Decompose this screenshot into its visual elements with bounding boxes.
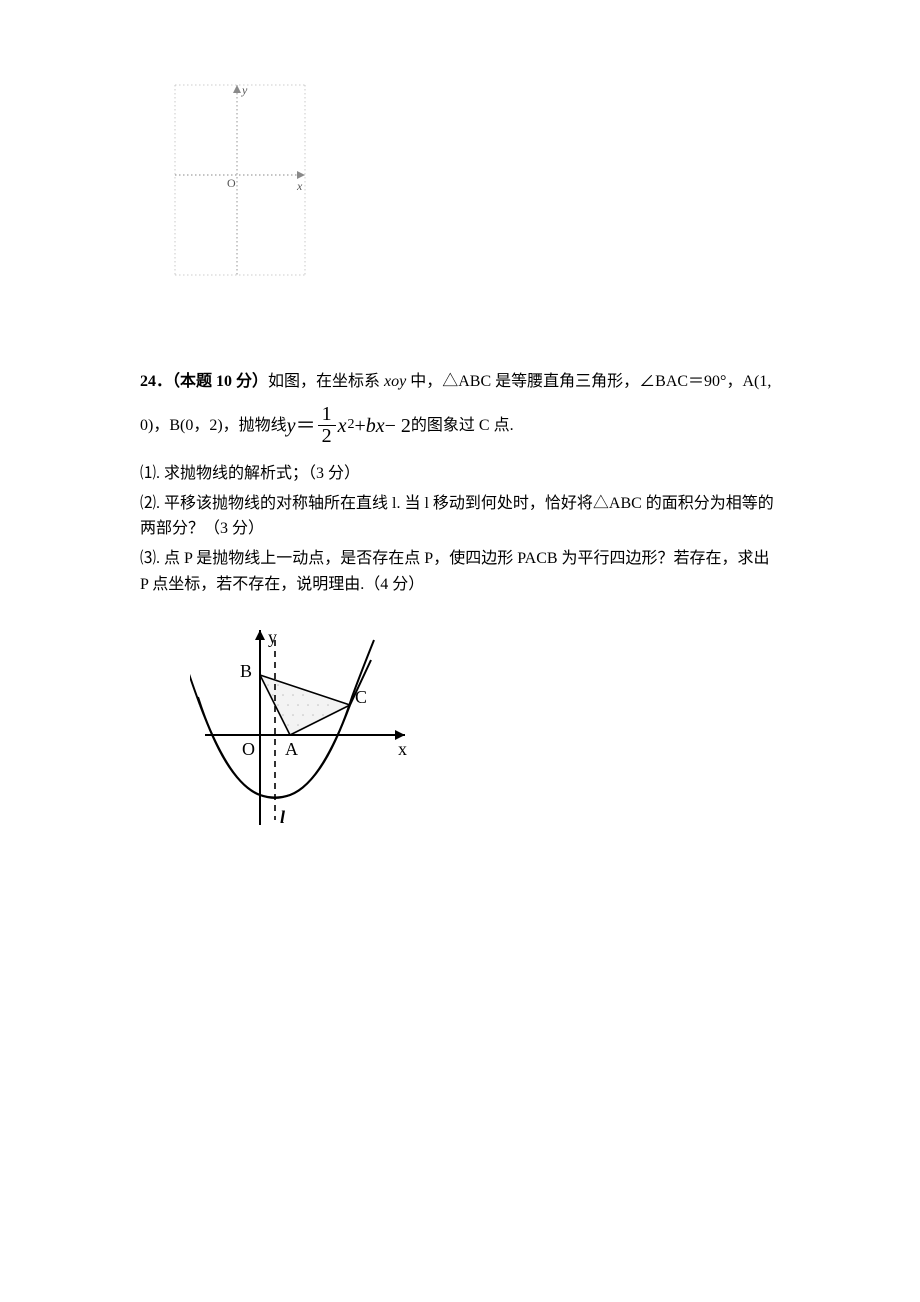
subpart-1: ⑴. 求抛物线的解析式；（3 分） <box>140 461 780 487</box>
point-a-label: A <box>285 739 298 759</box>
origin-label-big: O <box>242 739 255 759</box>
xoy-text: xoy <box>384 373 406 390</box>
problem-points: （本题 10 分） <box>172 373 268 390</box>
subpart-2: ⑵. 平移该抛物线的对称轴所在直线 l. 当 l 移动到何处时，恰好将△ABC … <box>140 491 780 542</box>
subpart-3: ⑶. 点 P 是抛物线上一动点，是否存在点 P，使四边形 PACB 为平行四边形… <box>140 546 780 597</box>
figure-coordinate-small: O x y <box>165 80 780 289</box>
frac-num: 1 <box>318 404 336 425</box>
eq-plus: + <box>354 410 365 442</box>
eq-x-exp: 2 <box>347 414 354 436</box>
fraction-half: 1 2 <box>318 404 336 447</box>
y-axis-label-small: y <box>241 83 248 97</box>
line2-b: 的图象过 C 点. <box>411 413 514 439</box>
subparts: ⑴. 求抛物线的解析式；（3 分） ⑵. 平移该抛物线的对称轴所在直线 l. 当… <box>140 461 780 597</box>
y-axis-label: y <box>268 627 277 647</box>
point-c-label: C <box>355 687 367 707</box>
line2-a: 0)，B(0，2)，抛物线 <box>140 413 287 439</box>
line-l-label: l <box>280 807 285 827</box>
eq-tail: − 2 <box>385 410 411 442</box>
x-axis-label-small: x <box>296 179 303 193</box>
eq-y: y <box>287 410 296 442</box>
problem-number: 24． <box>140 373 172 390</box>
eq-bx-x: x <box>376 410 385 442</box>
problem-header-line: 24．（本题 10 分）如图，在坐标系 xoy 中，△ABC 是等腰直角三角形，… <box>140 369 780 395</box>
eq-x: x <box>338 410 347 442</box>
eq-b: b <box>366 410 376 442</box>
origin-label: O <box>227 176 236 190</box>
intro-text-a: 如图，在坐标系 <box>268 373 384 390</box>
figure-parabola: y x O A B C l <box>190 615 780 844</box>
eq-equals: ＝ <box>296 410 316 442</box>
formula-line: 0)，B(0，2)，抛物线 y ＝ 1 2 x2 + bx − 2 的图象过 C… <box>140 404 780 447</box>
intro-text-b: 中，△ABC 是等腰直角三角形，∠BAC＝90°，A(1, <box>406 373 771 390</box>
frac-den: 2 <box>318 425 336 447</box>
point-b-label: B <box>240 661 252 681</box>
x-axis-label: x <box>398 739 407 759</box>
